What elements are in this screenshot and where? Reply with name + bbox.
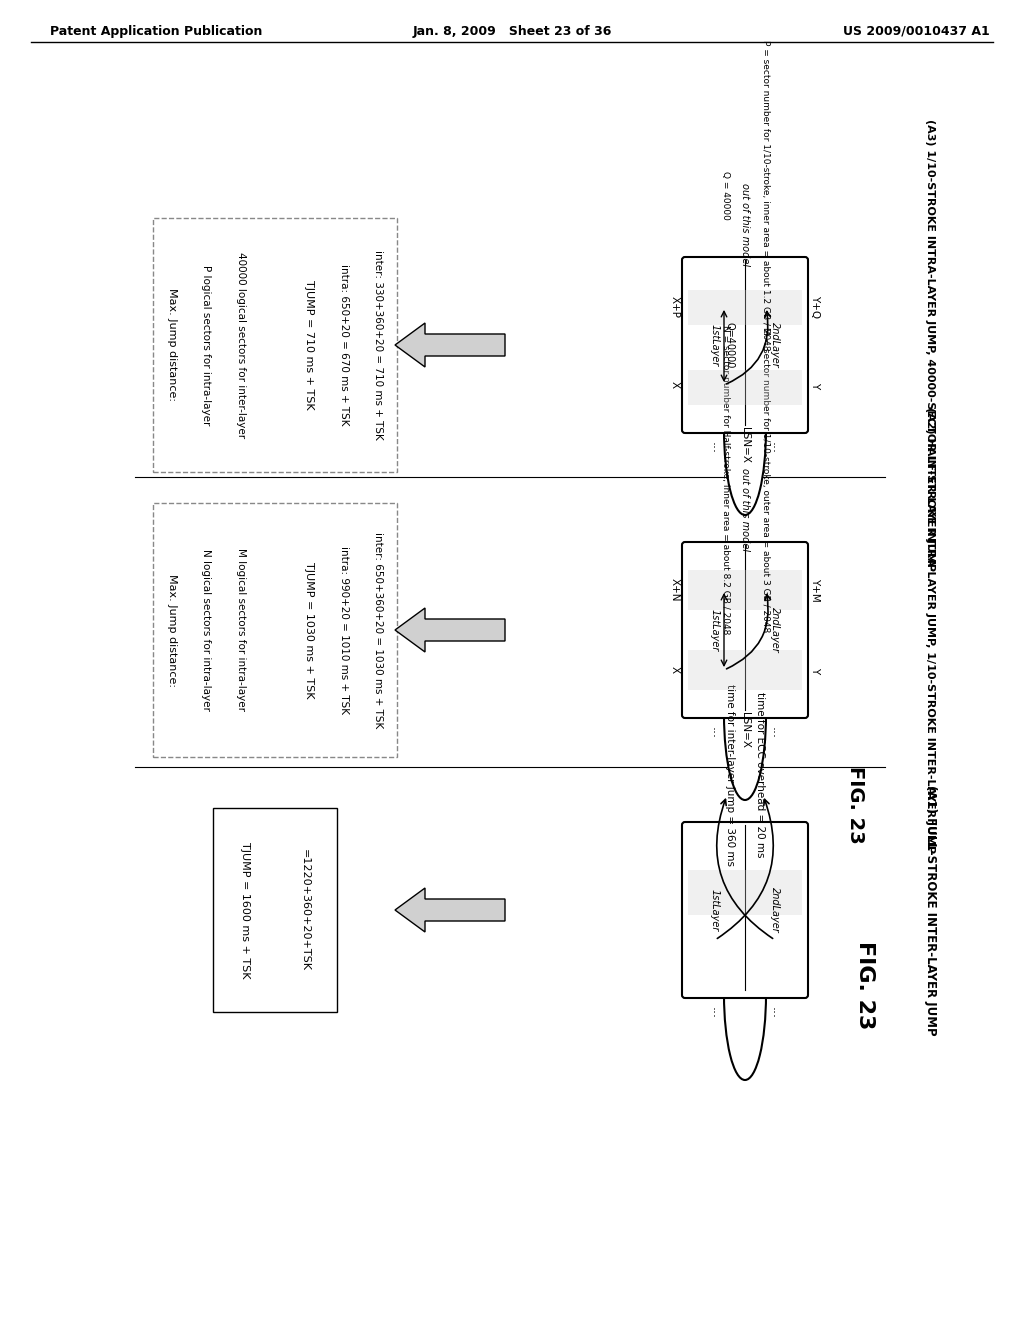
Text: Jan. 8, 2009   Sheet 23 of 36: Jan. 8, 2009 Sheet 23 of 36 [413, 25, 611, 38]
Text: (A2) HALF-STROKE INTRA-LAYER JUMP, 1/10-STROKE INTER-LAYER JUMP: (A2) HALF-STROKE INTRA-LAYER JUMP, 1/10-… [925, 407, 935, 853]
Text: Y+Q: Y+Q [810, 296, 820, 318]
Text: ...: ... [709, 727, 722, 739]
Text: Y: Y [810, 381, 820, 388]
Text: X: X [670, 667, 680, 673]
Bar [688, 870, 802, 915]
FancyBboxPatch shape [682, 257, 808, 433]
Text: 1stLayer: 1stLayer [710, 609, 720, 651]
Text: out of this model: out of this model [740, 183, 750, 267]
Text: TJUMP = 710 ms + TSK: TJUMP = 710 ms + TSK [304, 280, 314, 409]
Text: ...: ... [768, 727, 781, 739]
Bar [688, 570, 802, 610]
Text: 2ndLayer: 2ndLayer [770, 322, 780, 368]
Text: Y: Y [810, 667, 820, 673]
Text: M logical sectors for intra-layer: M logical sectors for intra-layer [236, 549, 246, 711]
Ellipse shape [724, 909, 766, 1080]
Text: 2ndLayer: 2ndLayer [770, 887, 780, 933]
Text: Max. Jump distance:: Max. Jump distance: [167, 573, 177, 686]
Text: intra: 650+20 = 670 ms + TSK: intra: 650+20 = 670 ms + TSK [339, 264, 348, 426]
Text: X+P: X+P [670, 296, 680, 318]
Text: TJUMP = 1030 ms + TSK: TJUMP = 1030 ms + TSK [304, 562, 314, 698]
FancyBboxPatch shape [682, 822, 808, 998]
Text: Patent Application Publication: Patent Application Publication [50, 25, 262, 38]
Text: (A1) FULL-STROKE INTER-LAYER JUMP: (A1) FULL-STROKE INTER-LAYER JUMP [924, 784, 937, 1035]
Text: (A3) 1/10-STROKE INTRA-LAYER JUMP, 40000-SECTOR INTER-LAYER JUMP: (A3) 1/10-STROKE INTRA-LAYER JUMP, 40000… [925, 119, 935, 572]
Text: FIG. 23: FIG. 23 [855, 941, 874, 1030]
Text: FIG. 23: FIG. 23 [846, 766, 864, 843]
Text: out of this model: out of this model [740, 469, 750, 552]
FancyBboxPatch shape [213, 808, 337, 1012]
Polygon shape [395, 888, 505, 932]
Text: P logical sectors for intra-layer: P logical sectors for intra-layer [202, 265, 211, 425]
Text: Q=40000: Q=40000 [725, 322, 735, 368]
FancyBboxPatch shape [153, 218, 397, 473]
Text: P = sector number for 1/10-stroke, inner area = about 1.2 GB / 2048: P = sector number for 1/10-stroke, inner… [761, 40, 769, 350]
Text: time for ECC overhead = 20 ms: time for ECC overhead = 20 ms [755, 692, 765, 858]
Text: TJUMP = 1600 ms + TSK: TJUMP = 1600 ms + TSK [240, 842, 250, 978]
Ellipse shape [724, 630, 766, 800]
Text: 2ndLayer: 2ndLayer [770, 607, 780, 653]
Text: Q = 40000: Q = 40000 [721, 170, 729, 219]
Text: US 2009/0010437 A1: US 2009/0010437 A1 [843, 25, 990, 38]
Text: M = sector number for 1/10-stroke, outer area = about 3 GB / 2048: M = sector number for 1/10-stroke, outer… [761, 327, 769, 632]
Bar [688, 290, 802, 325]
Text: LSN=X: LSN=X [740, 711, 750, 748]
Bar [688, 370, 802, 405]
Polygon shape [395, 609, 505, 652]
Text: N = sector number for Half-stroke, inner area = about 8.2 GB / 2048: N = sector number for Half-stroke, inner… [721, 325, 729, 635]
Text: 1stLayer: 1stLayer [710, 888, 720, 931]
Text: N logical sectors for intra-layer: N logical sectors for intra-layer [202, 549, 211, 711]
Text: time for inter-layer jump = 360 ms: time for inter-layer jump = 360 ms [725, 684, 735, 866]
Text: X: X [670, 381, 680, 388]
Text: 40000 logical sectors for inter-layer: 40000 logical sectors for inter-layer [236, 252, 246, 438]
Ellipse shape [724, 345, 766, 515]
Text: ...: ... [709, 442, 722, 454]
Text: ...: ... [768, 442, 781, 454]
FancyBboxPatch shape [682, 543, 808, 718]
Text: inter: 330+360+20 = 710 ms + TSK: inter: 330+360+20 = 710 ms + TSK [373, 249, 383, 440]
Text: inter: 650+360+20 = 1030 ms + TSK: inter: 650+360+20 = 1030 ms + TSK [373, 532, 383, 729]
Text: ...: ... [768, 1007, 781, 1019]
Text: =1220+360+20+TSK: =1220+360+20+TSK [300, 849, 310, 972]
Text: 1stLayer: 1stLayer [710, 323, 720, 366]
FancyBboxPatch shape [153, 503, 397, 756]
Text: Max. Jump distance:: Max. Jump distance: [167, 289, 177, 401]
Text: intra: 990+20 = 1010 ms + TSK: intra: 990+20 = 1010 ms + TSK [339, 546, 348, 714]
Text: X+N: X+N [670, 578, 680, 602]
Text: ...: ... [709, 1007, 722, 1019]
Polygon shape [395, 323, 505, 367]
Bar [688, 649, 802, 690]
Text: LSN=X: LSN=X [740, 426, 750, 463]
Text: Y+M: Y+M [810, 578, 820, 602]
